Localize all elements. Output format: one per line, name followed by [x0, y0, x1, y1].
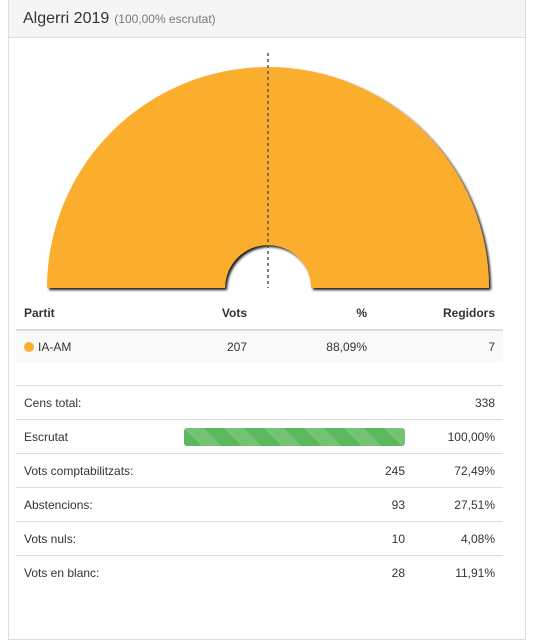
party-results-table: Partit Vots % Regidors IA-AM 207 88,09% … [16, 297, 503, 363]
hemicycle-chart [47, 53, 489, 288]
counted-progress-cell [176, 419, 405, 454]
party-color-dot [24, 342, 34, 352]
party-votes: 207 [182, 330, 255, 363]
col-votes: Vots [182, 297, 255, 331]
stat-row-blank-votes: Vots en blanc: 28 11,91% [16, 555, 503, 589]
stat-row-counted: Escrutat 100,00% [16, 419, 503, 454]
null-votes-label: Vots nuls: [16, 521, 176, 556]
null-votes-percent: 4,08% [405, 521, 503, 556]
valid-votes-value: 245 [176, 453, 405, 488]
party-percent: 88,09% [255, 330, 375, 363]
counted-progress-bar [184, 427, 405, 446]
abstentions-label: Abstencions: [16, 487, 176, 522]
stat-row-valid-votes: Vots comptabilitzats: 245 72,49% [16, 453, 503, 488]
party-table-header: Partit Vots % Regidors [16, 297, 503, 331]
census-spacer [176, 385, 405, 420]
col-percent: % [255, 297, 375, 331]
party-row: IA-AM 207 88,09% 7 [16, 330, 503, 363]
abstentions-value: 93 [176, 487, 405, 522]
abstentions-percent: 27,51% [405, 487, 503, 522]
card-header: Algerri 2019 (100,00% escrutat) [9, 0, 525, 38]
blank-votes-percent: 11,91% [405, 555, 503, 589]
stat-row-census: Cens total: 338 [16, 385, 503, 420]
counted-value: 100,00% [405, 419, 503, 454]
col-party: Partit [16, 297, 182, 331]
stat-row-null-votes: Vots nuls: 10 4,08% [16, 521, 503, 556]
census-label: Cens total: [16, 385, 176, 420]
valid-votes-percent: 72,49% [405, 453, 503, 488]
turnout-summary-table: Cens total: 338 Escrutat 100,00% Vots co… [16, 385, 503, 589]
party-seats: 7 [375, 330, 503, 363]
census-value: 338 [405, 385, 503, 420]
blank-votes-label: Vots en blanc: [16, 555, 176, 589]
hemicycle-seat-ia-am[interactable] [47, 67, 489, 288]
null-votes-value: 10 [176, 521, 405, 556]
col-seats: Regidors [375, 297, 503, 331]
party-name: IA-AM [38, 340, 72, 354]
blank-votes-value: 28 [176, 555, 405, 589]
municipality-title: Algerri 2019 [23, 9, 110, 27]
party-name-cell: IA-AM [16, 330, 182, 363]
counted-label: Escrutat [16, 419, 176, 454]
stat-row-abstentions: Abstencions: 93 27,51% [16, 487, 503, 522]
counted-subtitle: (100,00% escrutat) [114, 11, 216, 26]
valid-votes-label: Vots comptabilitzats: [16, 453, 176, 488]
